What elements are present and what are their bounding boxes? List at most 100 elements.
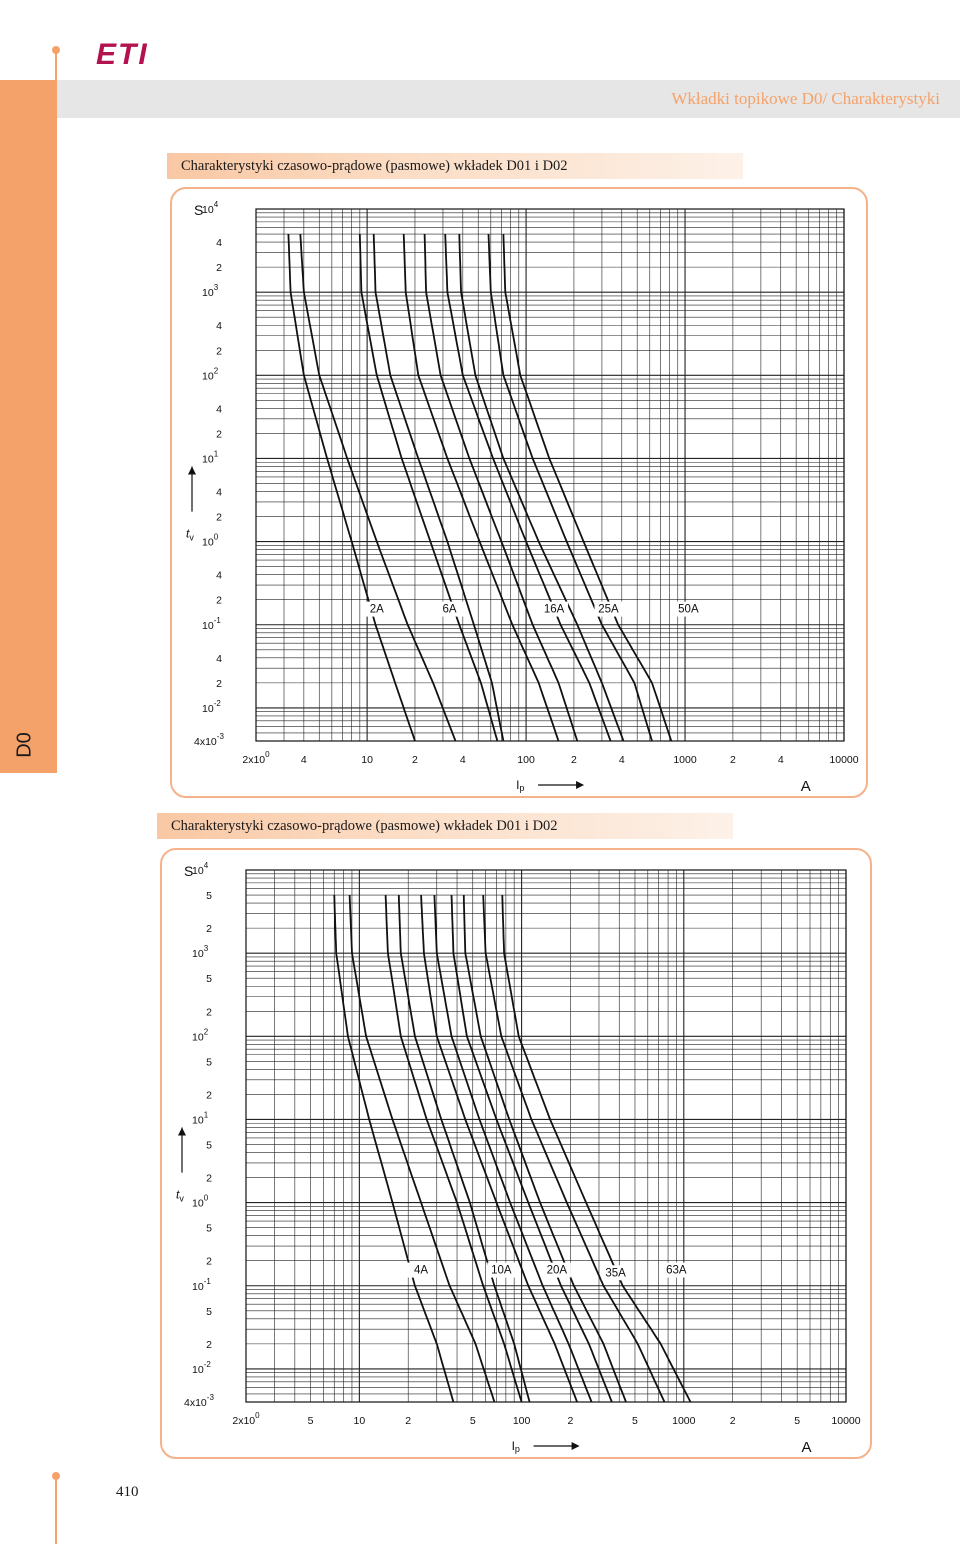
chart-panel-1: 104 4 2 103 4 2 102 4 2 101 4 2 100 4 2 10-1 4 2 10-2 4x10-… (170, 187, 868, 798)
fuse-curve (358, 233, 499, 742)
y-tick-label: 101 (192, 1110, 209, 1126)
rating-label-bg (487, 1262, 516, 1278)
page-title: Wkładki topikowe D0/ Charakterystyki (671, 89, 940, 108)
rating-label: 4A (414, 1265, 428, 1277)
x-tick-label: 5 (632, 1415, 638, 1427)
x-tick-label: 2 (730, 1415, 736, 1427)
accent-dot-top (52, 46, 60, 54)
rating-label: 63A (666, 1265, 687, 1277)
curves (287, 233, 673, 742)
fuse-curve (420, 894, 578, 1403)
y-tick-exponent: 3 (214, 283, 219, 292)
y-tick-label: 103 (192, 944, 209, 960)
x-tick-label: 10000 (829, 754, 858, 766)
y-unit-label: S (194, 202, 203, 218)
y-tick-label: 102 (192, 1027, 209, 1043)
fuse-curve (384, 894, 523, 1403)
y-tick-label: 5 (206, 973, 212, 985)
y-tick-label: 10-2 (202, 699, 221, 715)
y-axis-label-sub: v (189, 533, 194, 543)
y-axis-label: tv (176, 1188, 184, 1204)
y-tick-exponent: -3 (207, 1393, 215, 1402)
header-bar: Wkładki topikowe D0/ Charakterystyki (57, 80, 960, 118)
rating-label-bg (594, 601, 623, 617)
x-tick-label: 4 (778, 754, 784, 766)
rating-label: 25A (598, 604, 619, 616)
x-tick-label: 4 (619, 754, 625, 766)
rating-label-bg (601, 1265, 630, 1281)
y-axis-label: tv (186, 527, 194, 543)
fuse-curve (482, 894, 666, 1403)
y-tick-label: 102 (202, 366, 219, 382)
x-tick-label: 2x100 (242, 750, 270, 766)
y-tick-label: 2 (206, 1339, 212, 1351)
y-tick-label: 5 (206, 1139, 212, 1151)
x-tick-label: 10000 (831, 1415, 860, 1427)
x-tick-label: 2 (730, 754, 736, 766)
y-tick-label: 4 (216, 403, 222, 415)
y-tick-label: 4 (216, 570, 222, 582)
fuse-curve (423, 233, 579, 742)
y-tick-label: 104 (202, 200, 219, 216)
y-tick-label: 4 (216, 653, 222, 665)
fuse-characteristic-chart-2: 104521035210252101521005210-15210-24x10-… (176, 861, 861, 1456)
fuse-curve (487, 233, 653, 742)
y-tick-label: 100 (192, 1194, 209, 1210)
y-tick-exponent: 1 (214, 449, 219, 458)
x-tick-label: 2x100 (232, 1411, 260, 1427)
fuse-curve (333, 894, 455, 1403)
y-tick-label: 5 (206, 890, 212, 902)
x-unit-label: A (801, 1439, 811, 1456)
x-axis-label: Ip (516, 778, 524, 793)
grid (245, 869, 847, 1403)
y-tick-label: 2 (216, 678, 222, 690)
rating-label: 20A (547, 1265, 568, 1277)
y-tick-label: 10-1 (202, 616, 221, 632)
fuse-characteristic-chart-1: 104421034210242101421004210-14210-24x10-… (186, 200, 859, 795)
x-tick-label: 2 (567, 1415, 573, 1427)
x-axis-label: Ip (512, 1439, 520, 1454)
rating-label: 50A (678, 604, 699, 616)
y-tick-exponent: -1 (214, 616, 222, 625)
x-tick-label: 100 (517, 754, 535, 766)
x-axis-arrowhead (571, 1442, 580, 1450)
accent-line-top (55, 50, 57, 80)
y-tick-label: 4 (216, 237, 222, 249)
y-tick-exponent: -3 (217, 732, 225, 741)
grid (255, 208, 845, 742)
curves (333, 894, 692, 1403)
y-tick-label: 5 (206, 1223, 212, 1235)
x-tick-label: 4 (301, 754, 307, 766)
rating-label: 2A (370, 604, 384, 616)
y-tick-label: 2 (206, 1006, 212, 1018)
x-tick-exponent: 0 (255, 1411, 260, 1420)
x-tick-label: 1000 (672, 1415, 696, 1427)
y-axis-arrowhead (188, 466, 196, 475)
y-tick-exponent: 4 (204, 861, 209, 870)
y-axis-arrowhead (178, 1127, 186, 1136)
rating-label-bg (407, 1262, 436, 1278)
y-tick-label: 104 (192, 861, 209, 877)
x-tick-label: 10 (354, 1415, 366, 1427)
y-unit-label: S (184, 863, 193, 879)
fuse-curve (299, 233, 457, 742)
x-tick-label: 5 (794, 1415, 800, 1427)
rating-label-bg (662, 1262, 691, 1278)
x-tick-label: 1000 (673, 754, 697, 766)
section-title-1: Charakterystyki czasowo-prądowe (pasmowe… (167, 153, 743, 179)
fuse-curve (462, 894, 627, 1403)
x-axis-label-sub: p (519, 783, 524, 793)
x-tick-label: 5 (470, 1415, 476, 1427)
y-tick-exponent: 4 (214, 200, 219, 209)
y-axis-label-sub: v (179, 1194, 184, 1204)
x-tick-exponent: 0 (265, 750, 270, 759)
y-tick-label: 5 (206, 1056, 212, 1068)
y-tick-label: 2 (206, 1089, 212, 1101)
fuse-curve (287, 233, 416, 742)
y-tick-label: 4x10-3 (194, 732, 224, 748)
chart-panel-2: 104 5 2 103 5 2 102 5 2 101 5 2 100 5 2 10-1 5 2 10-2 4x10-… (160, 848, 872, 1459)
fuse-curve (348, 894, 496, 1403)
fuse-curve (444, 233, 612, 742)
side-tab (0, 80, 57, 773)
y-tick-label: 2 (206, 923, 212, 935)
